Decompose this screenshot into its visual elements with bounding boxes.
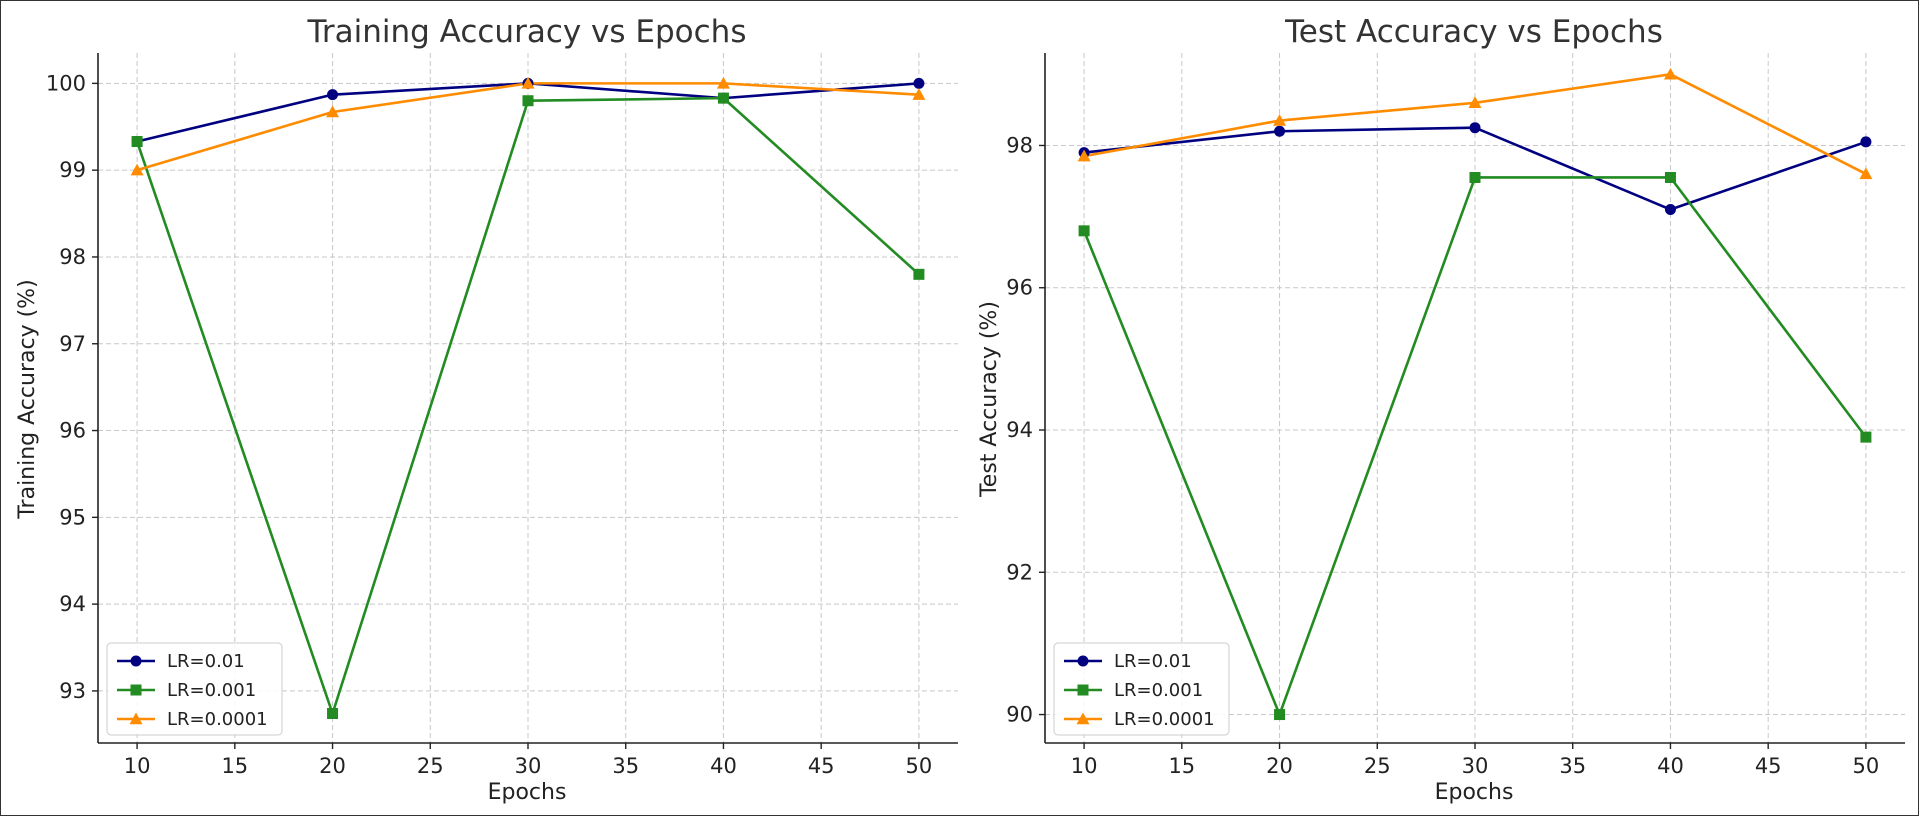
y-tick-label: 98 — [59, 245, 86, 269]
x-tick-label: 50 — [906, 754, 933, 778]
x-tick-label: 35 — [1559, 754, 1586, 778]
y-tick-label: 94 — [59, 592, 86, 616]
data-point — [1664, 171, 1676, 183]
y-tick-label: 97 — [59, 332, 86, 356]
data-point — [1273, 114, 1287, 126]
y-tick-label: 92 — [1006, 560, 1033, 584]
legend-label: LR=0.001 — [167, 680, 256, 701]
y-tick-label: 94 — [1006, 418, 1033, 442]
y-axis-label: Training Accuracy (%) — [15, 279, 40, 519]
data-point — [913, 77, 925, 89]
data-point — [521, 76, 535, 89]
training-accuracy-chart: Training Accuracy vs Epochs Epochs Train… — [15, 14, 958, 805]
legend-label: LR=0.001 — [1114, 680, 1203, 701]
legend-box — [1053, 642, 1230, 736]
x-tick-label: 45 — [808, 754, 835, 778]
x-tick-label: 30 — [515, 754, 542, 778]
legend-marker — [1077, 684, 1089, 696]
legend-marker — [129, 712, 143, 725]
y-tick-label: 98 — [1006, 133, 1033, 157]
data-point — [1859, 167, 1873, 180]
y-tick-label: 99 — [59, 158, 86, 182]
x-tick-label: 20 — [1266, 754, 1293, 778]
legend-marker — [1076, 712, 1090, 725]
legend-marker — [130, 655, 142, 667]
y-tick-label: 93 — [59, 679, 86, 703]
data-point — [131, 136, 143, 148]
legend-label: LR=0.01 — [167, 651, 245, 672]
x-tick-label: 10 — [124, 754, 151, 778]
data-point — [1469, 122, 1481, 134]
data-point — [716, 76, 730, 89]
data-point — [1860, 431, 1872, 443]
data-point — [327, 707, 339, 719]
data-point — [1274, 125, 1286, 137]
x-tick-label: 25 — [1364, 754, 1391, 778]
data-point — [1664, 203, 1676, 215]
y-tick-label: 100 — [46, 71, 86, 95]
data-point — [1663, 67, 1677, 80]
y-tick-label: 90 — [1006, 703, 1033, 727]
x-tick-label: 45 — [1755, 754, 1782, 778]
data-point — [1469, 171, 1481, 183]
x-axis-label: Epochs — [488, 780, 567, 805]
y-axis-label: Test Accuracy (%) — [977, 301, 1002, 498]
x-tick-label: 30 — [1462, 754, 1489, 778]
legend-label: LR=0.0001 — [167, 709, 268, 730]
test-accuracy-chart: Test Accuracy vs Epochs Epochs Test Accu… — [977, 14, 1905, 805]
legend-box — [106, 642, 283, 736]
data-point — [1468, 96, 1482, 108]
x-tick-label: 20 — [319, 754, 346, 778]
y-tick-label: 96 — [1006, 276, 1033, 300]
x-tick-label: 35 — [612, 754, 639, 778]
data-point — [522, 95, 534, 107]
x-tick-label: 15 — [221, 754, 248, 778]
x-tick-label: 10 — [1071, 754, 1098, 778]
data-point — [327, 89, 339, 101]
data-point — [717, 92, 729, 104]
data-point — [1078, 225, 1090, 237]
x-tick-label: 40 — [710, 754, 737, 778]
legend-marker — [130, 684, 142, 696]
x-tick-label: 40 — [1657, 754, 1684, 778]
y-tick-label: 95 — [59, 505, 86, 529]
x-tick-label: 25 — [417, 754, 444, 778]
x-axis-label: Epochs — [1435, 780, 1514, 805]
legend-marker — [1077, 655, 1089, 667]
y-tick-label: 96 — [59, 419, 86, 443]
data-point — [913, 268, 925, 280]
data-point — [130, 163, 144, 176]
x-tick-label: 50 — [1853, 754, 1880, 778]
legend-label: LR=0.01 — [1114, 651, 1192, 672]
legend-label: LR=0.0001 — [1114, 709, 1215, 730]
chart-title: Training Accuracy vs Epochs — [307, 14, 747, 50]
x-tick-label: 15 — [1168, 754, 1195, 778]
data-point — [912, 88, 926, 100]
data-point — [1274, 709, 1286, 721]
chart-title: Test Accuracy vs Epochs — [1284, 14, 1663, 50]
data-point — [1077, 149, 1091, 162]
data-point — [326, 105, 340, 118]
data-point — [1860, 136, 1872, 148]
